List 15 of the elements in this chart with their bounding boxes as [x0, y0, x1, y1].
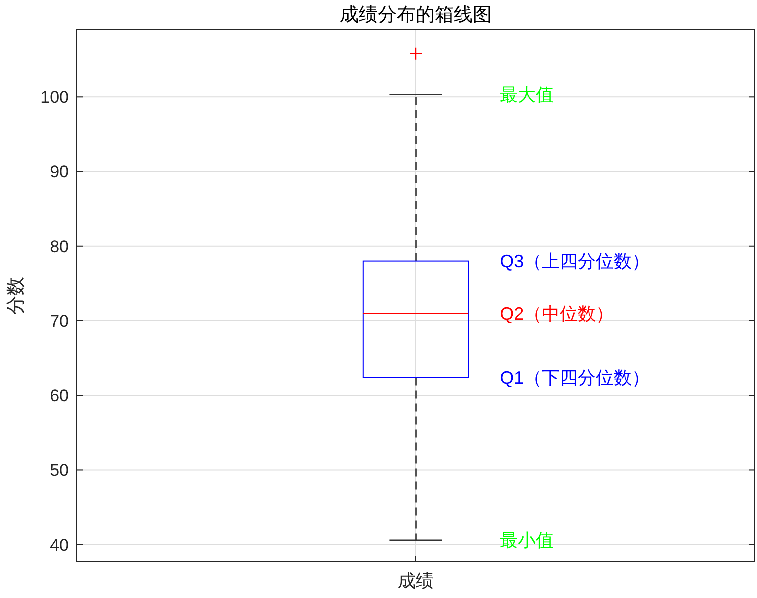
- annotation: Q3（上四分位数）: [500, 252, 650, 272]
- y-tick-label: 100: [40, 88, 69, 108]
- y-tick-label: 90: [50, 162, 69, 182]
- annotation: 最大值: [500, 85, 554, 106]
- y-tick-label: 50: [50, 461, 69, 480]
- y-tick-label: 60: [50, 386, 69, 406]
- annotation: Q1（下四分位数）: [500, 368, 650, 388]
- y-tick-label: 80: [50, 237, 69, 256]
- y-tick-label: 40: [50, 536, 69, 555]
- y-tick-label: 70: [50, 312, 69, 331]
- annotation: 最小值: [500, 530, 554, 551]
- y-axis-title: 分数: [6, 277, 27, 315]
- x-tick-label: 成绩: [398, 571, 434, 591]
- chart-title: 成绩分布的箱线图: [340, 5, 492, 26]
- annotation: Q2（中位数）: [500, 304, 614, 324]
